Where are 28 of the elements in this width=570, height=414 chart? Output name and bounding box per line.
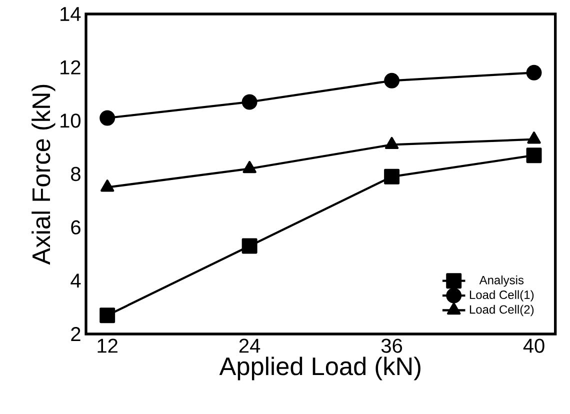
x-tick-label: 24: [239, 338, 260, 353]
x-tick-label: 40: [523, 338, 544, 353]
x-tick-label: 12: [98, 338, 118, 353]
y-axis-title: Axial Force (kN): [32, 84, 56, 265]
y-tick-label: 8: [71, 166, 80, 182]
point: [527, 132, 541, 144]
y-tick-label: 2: [71, 327, 80, 341]
point: [100, 110, 116, 126]
point: [242, 160, 256, 174]
point: [242, 238, 258, 254]
point: [526, 148, 542, 164]
y-tick-label: 12: [60, 60, 80, 74]
point: [242, 94, 258, 110]
point: [526, 64, 542, 80]
legend-label: Load Cell(1): [470, 290, 534, 302]
point: [384, 72, 400, 88]
y-tick-label: 6: [71, 220, 80, 234]
y-tick-label: 4: [70, 274, 81, 288]
x-axis-title: Applied Load (kN): [219, 356, 420, 380]
y-tick-label: 10: [60, 114, 80, 128]
point: [100, 308, 116, 324]
point: [384, 168, 400, 184]
x-tick-label: 36: [381, 338, 402, 353]
y-tick-label: 14: [60, 7, 81, 21]
legend-label: Load Cell(2): [470, 304, 534, 316]
point: [384, 136, 399, 150]
point: [100, 180, 114, 192]
legend-label: Analysis: [479, 276, 524, 287]
